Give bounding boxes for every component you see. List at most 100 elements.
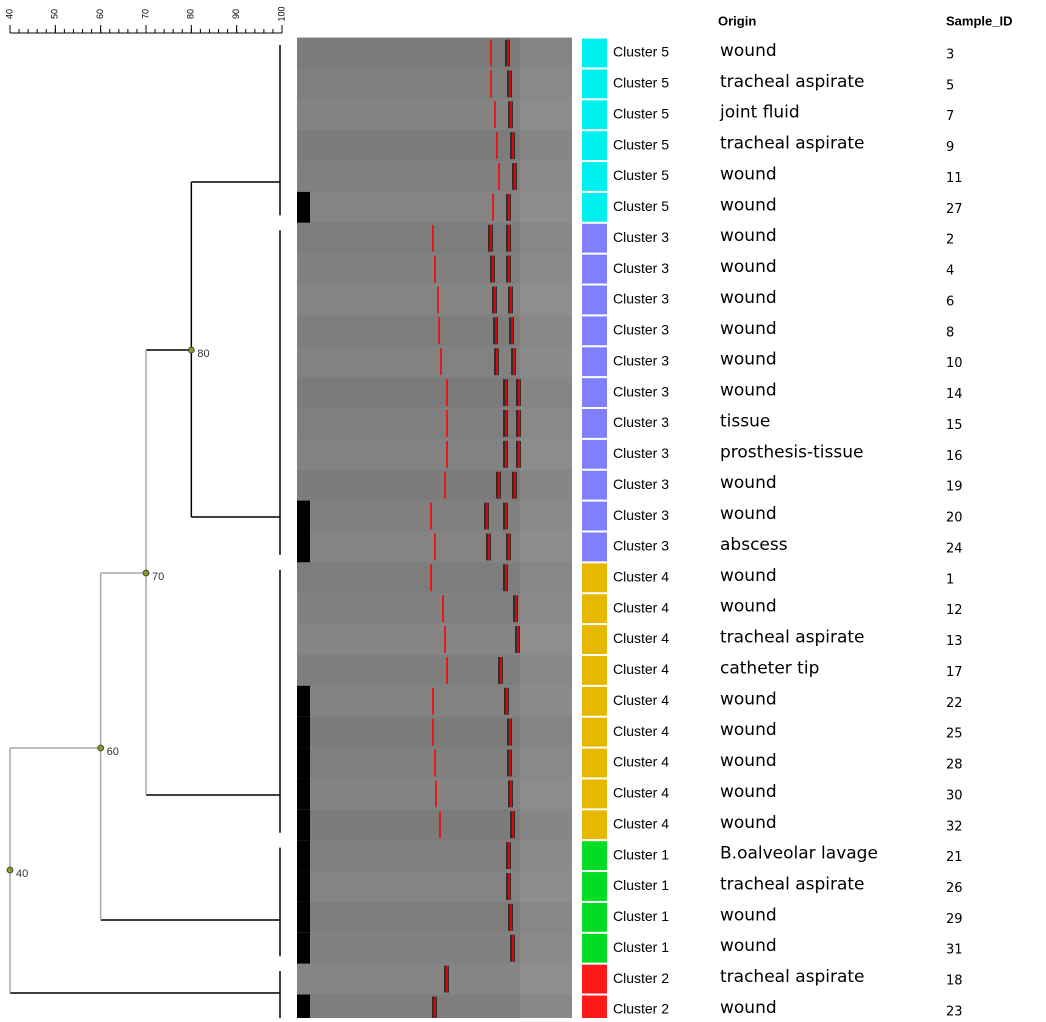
gel-lane [297,593,572,625]
cluster-label: Cluster 3 [613,445,669,461]
scale-tick-label: 70 [140,9,150,19]
cluster-label: Cluster 1 [613,877,669,893]
cluster-swatch [582,686,607,716]
gel-lane-light [520,809,572,841]
sample-id-label: 32 [946,819,963,834]
gel-lane-light [520,253,572,285]
origin-label: wound [720,566,777,586]
origin-header: Origin [718,13,756,28]
cluster-label: Cluster 2 [613,1001,669,1017]
lane-marker [297,932,310,964]
origin-label: tracheal aspirate [720,134,865,154]
gel-lane-light [520,284,572,316]
gel-lane [297,469,572,501]
origin-label: wound [720,41,777,61]
gel-lane [297,222,572,254]
sample-id-label: 27 [946,202,963,217]
cluster-label: Cluster 3 [613,507,669,523]
lane-marker [297,809,310,841]
sample-id-label: 20 [946,511,963,526]
gel-lane-light [520,716,572,748]
gel-lane-light [520,68,572,100]
cluster-swatch [582,100,607,130]
cluster-label: Cluster 1 [613,846,669,862]
node-label: 70 [152,571,164,583]
lane-marker [297,840,310,872]
gel-lane [297,191,572,223]
node-marker [187,346,195,354]
sample-id-label: 10 [946,356,963,371]
gel-lane-light [520,994,572,1022]
cluster-swatch [582,532,607,562]
cluster-label: Cluster 4 [613,815,669,831]
gel-lane-light [520,593,572,625]
gel-lane [297,37,572,69]
gel-lane-light [520,778,572,810]
sample-id-label: 24 [946,541,963,556]
lane-marker [297,778,310,810]
lane-marker [297,191,310,223]
sample-id-label: 17 [946,665,963,680]
sample-id-label: 11 [946,171,963,186]
cluster-swatch [582,964,607,994]
gel-lane-light [520,871,572,902]
gel-lane-light [520,685,572,717]
cluster-label: Cluster 4 [613,785,669,801]
sample-id-label: 26 [946,881,963,896]
gel-lane [297,500,572,532]
gel-lane-light [520,932,572,964]
origin-label: wound [720,782,777,802]
cluster-label: Cluster 3 [613,414,669,430]
gel-lane-light [520,346,572,378]
origin-label: wound [720,257,777,277]
origin-label: prosthesis-tissue [720,442,863,462]
cluster-swatch [582,316,607,346]
cluster-swatch [582,717,607,747]
origin-label: B.oalveolar lavage [720,844,878,864]
gel-lane-light [520,963,572,995]
lane-marker [297,531,310,563]
cluster-swatch [582,933,607,963]
node-label: 60 [107,746,119,758]
origin-label: tissue [720,411,770,431]
cluster-swatch [582,223,607,253]
origin-label: wound [720,195,777,215]
cluster-label: Cluster 5 [613,198,669,214]
gel-lane-light [520,222,572,254]
cluster-swatch [582,655,607,685]
cluster-swatch [582,810,607,840]
origin-label: wound [720,936,777,956]
origin-label: wound [720,381,777,401]
gel-lane-light [520,130,572,162]
lane-marker [297,871,310,902]
origin-label: wound [720,751,777,771]
origin-label: wound [720,504,777,524]
cluster-label: Cluster 4 [613,599,669,615]
gel-lane [297,284,572,316]
cluster-swatch [582,285,607,315]
cluster-label: Cluster 3 [613,352,669,368]
sample-id-label: 15 [946,418,963,433]
sample-id-label: 5 [946,78,954,93]
gel-lane-light [520,531,572,563]
origin-label: catheter tip [720,658,819,678]
lane-marker [297,500,310,532]
cluster-swatch [582,69,607,99]
cluster-swatch [582,625,607,654]
cluster-swatch [582,347,607,377]
sample-id-label: 2 [946,233,954,248]
sample-id-label: 25 [946,727,963,742]
origin-label: wound [720,720,777,740]
origin-label: abscess [720,535,788,555]
sample-id-label: 1 [946,572,954,587]
cluster-label: Cluster 4 [613,754,669,770]
gel-lane [297,346,572,378]
cluster-swatch [582,902,607,932]
origin-label: wound [720,473,777,493]
cluster-swatch [582,872,607,901]
gel-lane [297,685,572,717]
sample-id-label: 30 [946,788,963,803]
gel-lane [297,377,572,409]
scale-tick-label: 40 [4,9,14,19]
